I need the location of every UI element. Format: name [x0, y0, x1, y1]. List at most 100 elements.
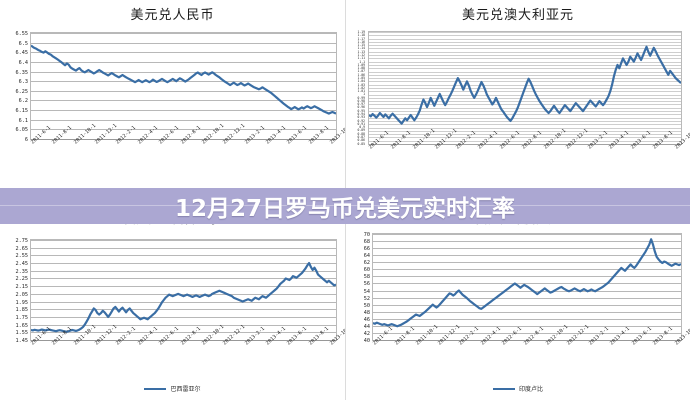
gridline [373, 311, 681, 313]
gridline [373, 332, 681, 334]
gridline [31, 240, 336, 241]
legend-label-inr: 印度卢比 [518, 386, 543, 393]
series-layer-usd-inr [373, 234, 681, 340]
gridline [373, 290, 681, 292]
gridline [369, 117, 681, 119]
gridline [373, 241, 681, 243]
series-layer-usd-cny [31, 33, 336, 139]
gridline [373, 234, 681, 235]
gridline [31, 52, 336, 54]
plot-area-usd-cny [30, 32, 337, 140]
gridline [369, 51, 681, 53]
y-axis-labels-usd-cny: 6.55 6.5 6.45 6.4 6.35 6.3 6.25 6.2 6.15 6.1 6.05 6 [15, 31, 29, 143]
series-polyline-wrapper [31, 33, 336, 139]
y-axis-labels-usd-brl: 2.75 2.65 2.55 2.45 2.35 2.25 2.15 2.05 1.95 1.85… [15, 238, 29, 344]
gridline [369, 32, 681, 33]
gridline [31, 332, 336, 334]
chart-panel-usd-cny: 美元兑人民币 6.55 6.5 6.45 6.4 6.35 6.3 6.25 6.2 6.15 6… [0, 0, 345, 200]
headline-banner: 12月27日罗马币兑美元实时汇率 [0, 188, 690, 224]
gridline [31, 129, 336, 131]
series-polyline [31, 263, 336, 332]
gridline [369, 134, 681, 136]
gridline [369, 58, 681, 60]
gridline [369, 78, 681, 80]
legend-usd-brl: 巴西雷亚尔 [0, 384, 345, 393]
gridline [369, 111, 681, 113]
gridline [369, 74, 681, 76]
gridline [373, 262, 681, 264]
gridline [369, 55, 681, 57]
gridline [369, 35, 681, 37]
series-polyline-wrapper [31, 240, 336, 340]
gridline [31, 301, 336, 303]
gridline [369, 41, 681, 43]
plot-area-usd-brl [30, 239, 337, 341]
y-axis-labels-usd-inr: 70 68 66 64 62 60 58 56 54 52 50 48 46 44 42 40 [363, 232, 370, 344]
gridline [31, 247, 336, 249]
series-polyline [31, 46, 336, 114]
gridline [31, 324, 336, 326]
gridline [369, 81, 681, 83]
gridline [31, 100, 336, 102]
gridlines-usd-inr [373, 234, 681, 341]
series-polyline-wrapper [373, 234, 681, 340]
series-polyline [373, 239, 681, 326]
plot-wrap-usd-inr: 70 68 66 64 62 60 58 56 54 52 50 48 46 44 42 40 2011-6-… [346, 201, 690, 400]
gridline [369, 97, 681, 99]
gridline [31, 61, 336, 63]
gridline [31, 270, 336, 272]
x-axis-labels-usd-inr: 2011-6-1 2011-8-1 2011-10-1 2011-12-1 2012-2… [372, 324, 690, 382]
gridline [31, 286, 336, 288]
gridline [369, 104, 681, 106]
x-axis-labels-usd-cny: 2011-6-1 2011-8-1 2011-10-1 2011-12-1 2012-2… [30, 123, 345, 181]
gridline [369, 45, 681, 47]
gridline [369, 91, 681, 93]
series-polyline [369, 47, 681, 124]
gridline [31, 293, 336, 295]
legend-swatch-inr [492, 387, 515, 390]
banner-headline-text: 12月27日罗马币兑美元实时汇率 [174, 196, 515, 222]
gridline [373, 283, 681, 285]
gridline [373, 297, 681, 299]
gridline [369, 64, 681, 66]
gridline [31, 278, 336, 280]
legend-label-brl: 巴西雷亚尔 [170, 386, 201, 393]
gridline [369, 137, 681, 139]
gridline [31, 119, 336, 121]
gridline [31, 316, 336, 318]
gridline [31, 110, 336, 112]
gridline [369, 68, 681, 70]
plot-area-usd-inr [372, 233, 682, 341]
chart-panel-usd-aud: 美元兑澳大利亚元 1.19 1.18 1.17 1.16 1.15 1.14 1.13 1.1… [345, 0, 690, 200]
gridline [369, 114, 681, 116]
gridline [31, 255, 336, 257]
chart-title-usd-cny: 美元兑人民币 [130, 8, 215, 23]
series-layer-usd-brl [31, 240, 336, 340]
gridline [31, 340, 336, 341]
x-axis-labels-usd-aud: 2011-6-1 2011-8-1 2011-10-1 2011-12-1 2012-2… [368, 128, 690, 186]
chart-title-usd-aud: 美元兑澳大利亚元 [461, 8, 574, 23]
gridline [369, 38, 681, 40]
gridline [369, 140, 681, 142]
gridlines-usd-brl [31, 240, 336, 341]
gridline [373, 255, 681, 257]
gridline [31, 90, 336, 92]
gridline [369, 71, 681, 73]
gridline [373, 248, 681, 250]
gridline [31, 139, 336, 140]
plot-wrap-usd-cny: 6.55 6.5 6.45 6.4 6.35 6.3 6.25 6.2 6.15 6.1 6.05 6… [0, 0, 346, 200]
gridline [373, 276, 681, 278]
gridline [369, 127, 681, 129]
gridline [369, 48, 681, 50]
gridline [373, 318, 681, 320]
gridline [369, 124, 681, 126]
x-axis-labels-usd-brl: 2011-6-1 2011-8-1 2011-10-1 2011-12-1 2012-2… [30, 324, 345, 382]
gridline [31, 33, 336, 34]
legend-usd-inr: 印度卢比 [346, 384, 690, 393]
gridline [369, 94, 681, 96]
plot-wrap-usd-brl: 2.75 2.65 2.55 2.45 2.35 2.25 2.15 2.05 1.95 1.85… [0, 201, 346, 400]
gridline [369, 144, 681, 145]
gridline [31, 309, 336, 311]
